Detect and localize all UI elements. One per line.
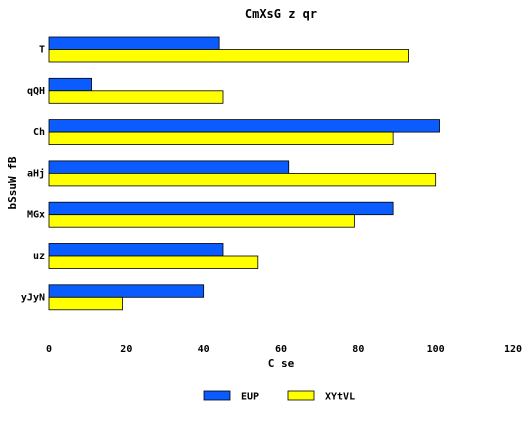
legend: EUP XYtVL — [203, 390, 355, 403]
bar-XYtVL-T — [48, 49, 410, 63]
y-tick-label: Ch — [33, 127, 45, 138]
x-tick-label: 100 — [427, 344, 445, 355]
bar-XYtVL-uz — [48, 255, 259, 269]
x-tick-label: 40 — [198, 344, 210, 355]
bar-EUP-Ch — [48, 119, 440, 133]
x-tick-labels: 0 20 40 60 80 100 120 — [46, 344, 522, 355]
bar-EUP-MGx — [48, 201, 394, 216]
bar-EUP-aHj — [48, 160, 290, 174]
y-tick-label: MGx — [27, 210, 45, 221]
y-axis-label: bSsuW fB — [6, 156, 19, 209]
legend-label-EUP: EUP — [241, 392, 259, 403]
legend-label-XYtVL: XYtVL — [325, 392, 355, 403]
y-tick-label: yJyN — [21, 292, 45, 303]
x-tick-label: 80 — [352, 344, 364, 355]
y-tick-label: aHj — [27, 167, 45, 179]
y-tick-label: T — [39, 45, 45, 56]
legend-swatch-EUP — [203, 390, 231, 401]
x-tick-label: 0 — [46, 344, 52, 355]
bar-EUP-yJyN — [48, 284, 205, 298]
bar-XYtVL-MGx — [48, 214, 355, 228]
x-tick-label: 20 — [120, 344, 132, 355]
bar-EUP-qQH — [48, 77, 92, 92]
bar-XYtVL-yJyN — [48, 296, 123, 311]
bars-layer — [48, 36, 440, 311]
y-tick-label: qQH — [27, 86, 45, 97]
bar-XYtVL-aHj — [48, 172, 437, 187]
y-tick-label: uz — [33, 251, 45, 262]
bar-XYtVL-qQH — [48, 90, 224, 104]
bar-EUP-uz — [48, 243, 224, 257]
bar-XYtVL-Ch — [48, 131, 394, 146]
bar-EUP-T — [48, 36, 220, 50]
legend-swatch-XYtVL — [287, 390, 315, 401]
x-tick-label: 60 — [275, 344, 287, 355]
x-tick-label: 120 — [504, 344, 522, 355]
chart-title: CmXsG z qr — [245, 7, 317, 21]
x-axis-label: C se — [268, 357, 295, 370]
